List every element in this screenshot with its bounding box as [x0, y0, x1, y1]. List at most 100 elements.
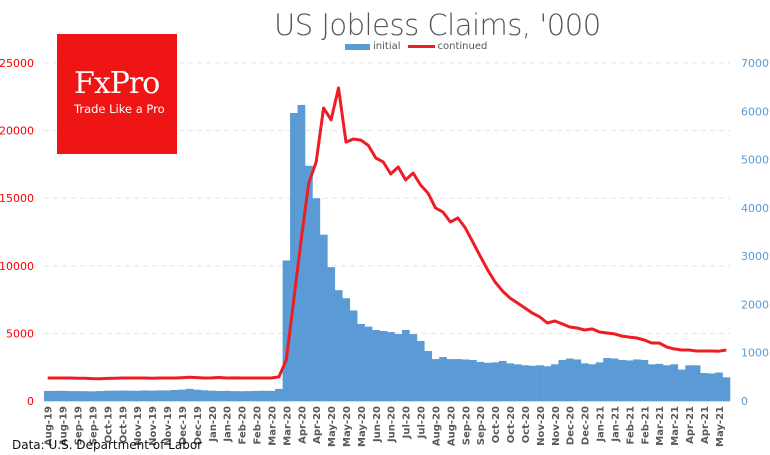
bar-initial [282, 260, 291, 401]
bar-initial [334, 290, 343, 401]
bar-initial [267, 390, 276, 401]
left-axis-tick-label: 5000 [6, 327, 34, 340]
bar-initial [163, 390, 172, 401]
bar-initial [580, 363, 589, 401]
bar-initial [88, 391, 97, 401]
bar-initial [595, 362, 604, 401]
x-axis-tick-label: May-20 [327, 406, 338, 447]
bar-initial [677, 369, 686, 401]
bar-initial [439, 357, 447, 401]
bar-initial [573, 359, 582, 401]
bar-initial [245, 391, 254, 401]
x-axis-tick-label: Jan-21 [596, 406, 607, 443]
bar-initial [44, 390, 52, 401]
bar-initial [349, 310, 358, 401]
chart-title: US Jobless Claims, '000 [274, 8, 601, 42]
line-continued [47, 86, 727, 381]
x-axis-tick-label: Dec-19 [178, 406, 189, 445]
bar-initial [521, 365, 529, 401]
bar-initial [155, 390, 164, 401]
x-axis-tick-label: Oct-20 [521, 406, 532, 443]
bar-initial [215, 391, 224, 401]
bar-initial [618, 359, 626, 401]
bar-initial [409, 334, 418, 401]
bar-initial [342, 298, 351, 401]
bar-initial [655, 363, 664, 401]
bar-initial [193, 389, 201, 401]
bar-initial [81, 391, 90, 401]
x-axis-tick-label: Nov-20 [551, 406, 562, 446]
left-axis-tick-label: 25000 [0, 57, 34, 70]
bar-initial [551, 364, 559, 401]
x-axis-tick-label: Nov-19 [163, 406, 174, 446]
legend: initial continued [345, 41, 487, 52]
x-axis-tick-label: Feb-20 [253, 406, 264, 444]
bar-initial [401, 330, 410, 401]
bar-initial [51, 390, 60, 401]
x-axis-tick-label: Mar-20 [282, 406, 293, 446]
bar-initial [476, 361, 485, 401]
left-axis-tick-label: 15000 [0, 192, 34, 205]
x-axis-tick-label: Apr-20 [312, 406, 323, 444]
bar-initial [260, 390, 268, 401]
source-note: Data: U.S. Department of Labor [12, 438, 203, 452]
right-axis-tick-label: 3000 [741, 250, 769, 263]
x-axis-tick-label: May-20 [357, 406, 368, 447]
x-axis-tick-label: Oct-19 [118, 406, 129, 443]
x-axis-tick-label: Nov-20 [536, 406, 547, 446]
bar-initial [565, 358, 574, 401]
bar-initial [379, 330, 388, 401]
bar-initial [327, 267, 336, 401]
bar-initial [364, 326, 373, 401]
x-axis-tick-label: Jan-20 [208, 406, 219, 443]
x-axis-tick-label: Apr-20 [297, 406, 308, 444]
bar-initial [96, 391, 104, 401]
right-axis-tick-label: 7000 [741, 57, 769, 70]
bar-initial [633, 359, 641, 401]
bar-initial [498, 360, 507, 401]
x-axis-tick-label: Sep-20 [461, 406, 472, 445]
x-axis-tick-label: Oct-20 [506, 406, 517, 443]
bar-initial [208, 390, 216, 401]
x-axis-tick-label: Oct-19 [103, 406, 114, 443]
bar-initial [670, 364, 679, 401]
bar-initial [170, 389, 179, 401]
x-axis-tick-label: Aug-20 [431, 406, 442, 446]
bar-initial [610, 358, 619, 401]
x-axis-tick-label: Aug-19 [44, 406, 55, 446]
x-axis-tick-label: Nov-19 [133, 406, 144, 446]
bar-initial [491, 362, 500, 401]
bar-initial [685, 365, 694, 401]
bar-initial [73, 391, 82, 401]
bar-initial [140, 390, 149, 401]
bar-initial [357, 323, 365, 401]
left-axis-tick-label: 10000 [0, 260, 34, 273]
bar-initial [222, 390, 231, 401]
x-axis-tick-label: May-20 [342, 406, 353, 447]
bar-initial [431, 359, 440, 401]
bar-initial [543, 366, 552, 401]
bar-initial [692, 365, 701, 401]
x-axis-tick-label: Jun-20 [387, 406, 398, 443]
bar-initial [126, 390, 134, 401]
bar-initial [133, 390, 142, 401]
bar-initial [252, 390, 261, 401]
bar-initial [536, 365, 544, 401]
bar-initial [446, 359, 455, 401]
logo-tagline: Trade Like a Pro [74, 102, 165, 116]
x-axis-tick-label: Sep-19 [74, 406, 85, 445]
bar-initial [304, 165, 313, 401]
bar-initial [372, 330, 380, 401]
bar-initial [394, 334, 403, 401]
bar-initial [513, 364, 522, 401]
bar-initial [461, 359, 470, 401]
bar-initial [387, 332, 395, 401]
x-axis-tick-label: Apr-21 [685, 406, 696, 444]
bar-initial [230, 391, 239, 401]
x-axis-tick-label: Sep-19 [88, 406, 99, 445]
legend-continued-swatch [407, 45, 435, 48]
right-axis-tick-label: 1000 [741, 347, 769, 360]
x-axis-tick-label: Mar-21 [670, 406, 681, 446]
x-axis-tick-label: Mar-20 [267, 406, 278, 446]
